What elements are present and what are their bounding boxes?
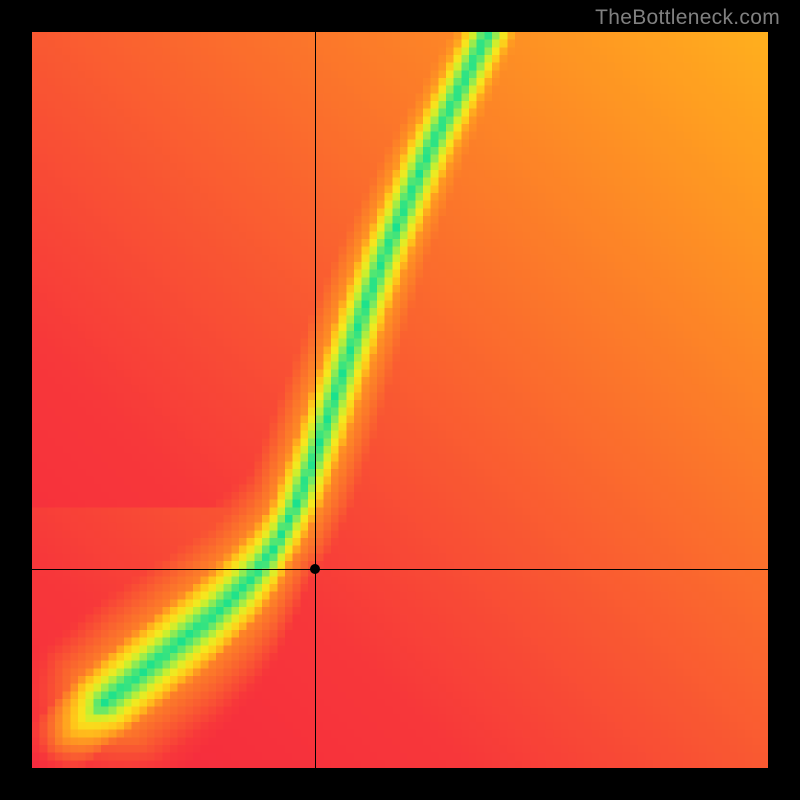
watermark-text: TheBottleneck.com: [595, 6, 780, 30]
crosshair-horizontal: [32, 569, 768, 570]
crosshair-vertical: [315, 32, 316, 768]
crosshair-marker: [310, 564, 320, 574]
bottleneck-heatmap: [32, 32, 768, 768]
